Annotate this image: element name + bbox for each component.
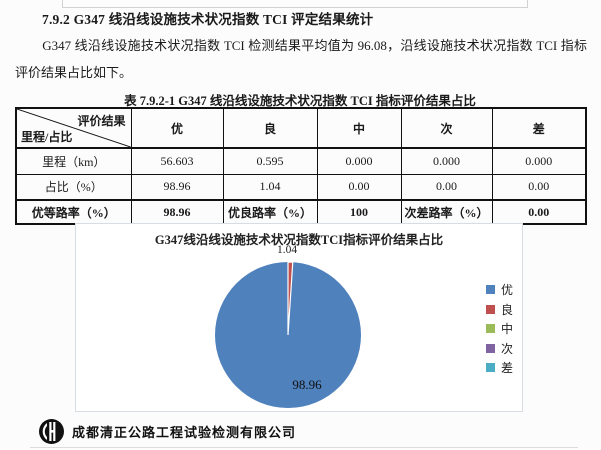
pie-chart (213, 260, 363, 410)
table-cell: 0.00 (316, 173, 402, 201)
table-corner-cell: 评价结果 里程/占比 (15, 107, 132, 149)
summary-value: 100 (316, 199, 402, 225)
row-label: 里程（km） (15, 147, 132, 175)
footer: 成都清正公路工程试验检测有限公司 (38, 418, 296, 445)
company-name: 成都清正公路工程试验检测有限公司 (72, 425, 297, 440)
table-cell: 1.04 (222, 173, 318, 201)
legend-item: 差 (486, 358, 513, 378)
table-cell: 0.00 (491, 173, 587, 201)
legend-swatch-icon (486, 304, 495, 314)
table-cell: 0.000 (400, 147, 493, 175)
table-cell: 56.603 (130, 147, 224, 175)
chart-legend: 优良中次差 (486, 280, 513, 378)
table-row: 里程（km） 56.603 0.595 0.000 0.000 0.000 (15, 147, 587, 175)
summary-value: 98.96 (130, 199, 224, 225)
legend-item: 良 (486, 300, 513, 320)
table-cell: 0.000 (316, 147, 402, 175)
corner-label-top: 评价结果 (77, 114, 126, 128)
column-header: 良 (222, 107, 318, 149)
summary-value: 0.00 (491, 199, 587, 225)
summary-label: 优良路率（%） (222, 199, 318, 225)
pie-data-label-minor: 1.04 (276, 244, 298, 256)
page-bottom-line (30, 447, 578, 448)
previous-figure-remnant (62, 0, 528, 8)
section-heading: 7.9.2 G347 线沿线设施技术状况指数 TCI 评定结果统计 (42, 12, 374, 27)
body-paragraph: G347 线沿线设施技术状况指数 TCI 检测结果平均值为 96.08，沿线设施… (15, 38, 587, 80)
legend-label: 优 (501, 283, 514, 298)
column-header: 优 (130, 107, 224, 149)
column-header: 次 (400, 107, 493, 149)
table-cell: 98.96 (130, 173, 224, 201)
legend-item: 次 (486, 339, 513, 359)
corner-label-bottom: 里程/占比 (21, 130, 73, 144)
summary-label: 次差路率（%） (400, 199, 493, 225)
legend-swatch-icon (486, 324, 495, 334)
legend-swatch-icon (486, 363, 495, 373)
table-cell: 0.00 (400, 173, 493, 201)
tci-result-table: 评价结果 里程/占比 优 良 中 次 差 里程（km） 56.603 0.595… (15, 107, 587, 225)
pie-chart-panel: G347线沿线设施技术状况指数TCI指标评价结果占比 1.04 98.96 优良… (75, 223, 523, 412)
table-cell: 0.595 (222, 147, 318, 175)
column-header: 差 (491, 107, 587, 149)
table-cell: 0.000 (491, 147, 587, 175)
column-header: 中 (316, 107, 402, 149)
legend-swatch-icon (486, 285, 495, 295)
legend-swatch-icon (486, 343, 495, 353)
legend-label: 差 (501, 361, 514, 376)
legend-label: 次 (501, 341, 514, 356)
table-caption: 表 7.9.2-1 G347 线沿线设施技术状况指数 TCI 指标评价结果占比 (124, 94, 476, 108)
summary-label: 优等路率（%） (15, 199, 132, 225)
legend-item: 中 (486, 319, 513, 339)
company-logo-icon (39, 419, 64, 444)
table-summary-row: 优等路率（%） 98.96 优良路率（%） 100 次差路率（%） 0.00 (15, 199, 587, 225)
diagonal-divider (17, 109, 131, 147)
table-row: 占比（%） 98.96 1.04 0.00 0.00 0.00 (15, 173, 587, 201)
legend-item: 优 (486, 280, 513, 300)
pie-svg (215, 261, 361, 408)
chart-title: G347线沿线设施技术状况指数TCI指标评价结果占比 (154, 233, 444, 247)
legend-label: 中 (501, 322, 514, 337)
legend-label: 良 (501, 302, 514, 317)
table-header-row: 评价结果 里程/占比 优 良 中 次 差 (15, 107, 587, 149)
row-label: 占比（%） (15, 173, 132, 201)
pie-data-label-major: 98.96 (292, 377, 322, 392)
